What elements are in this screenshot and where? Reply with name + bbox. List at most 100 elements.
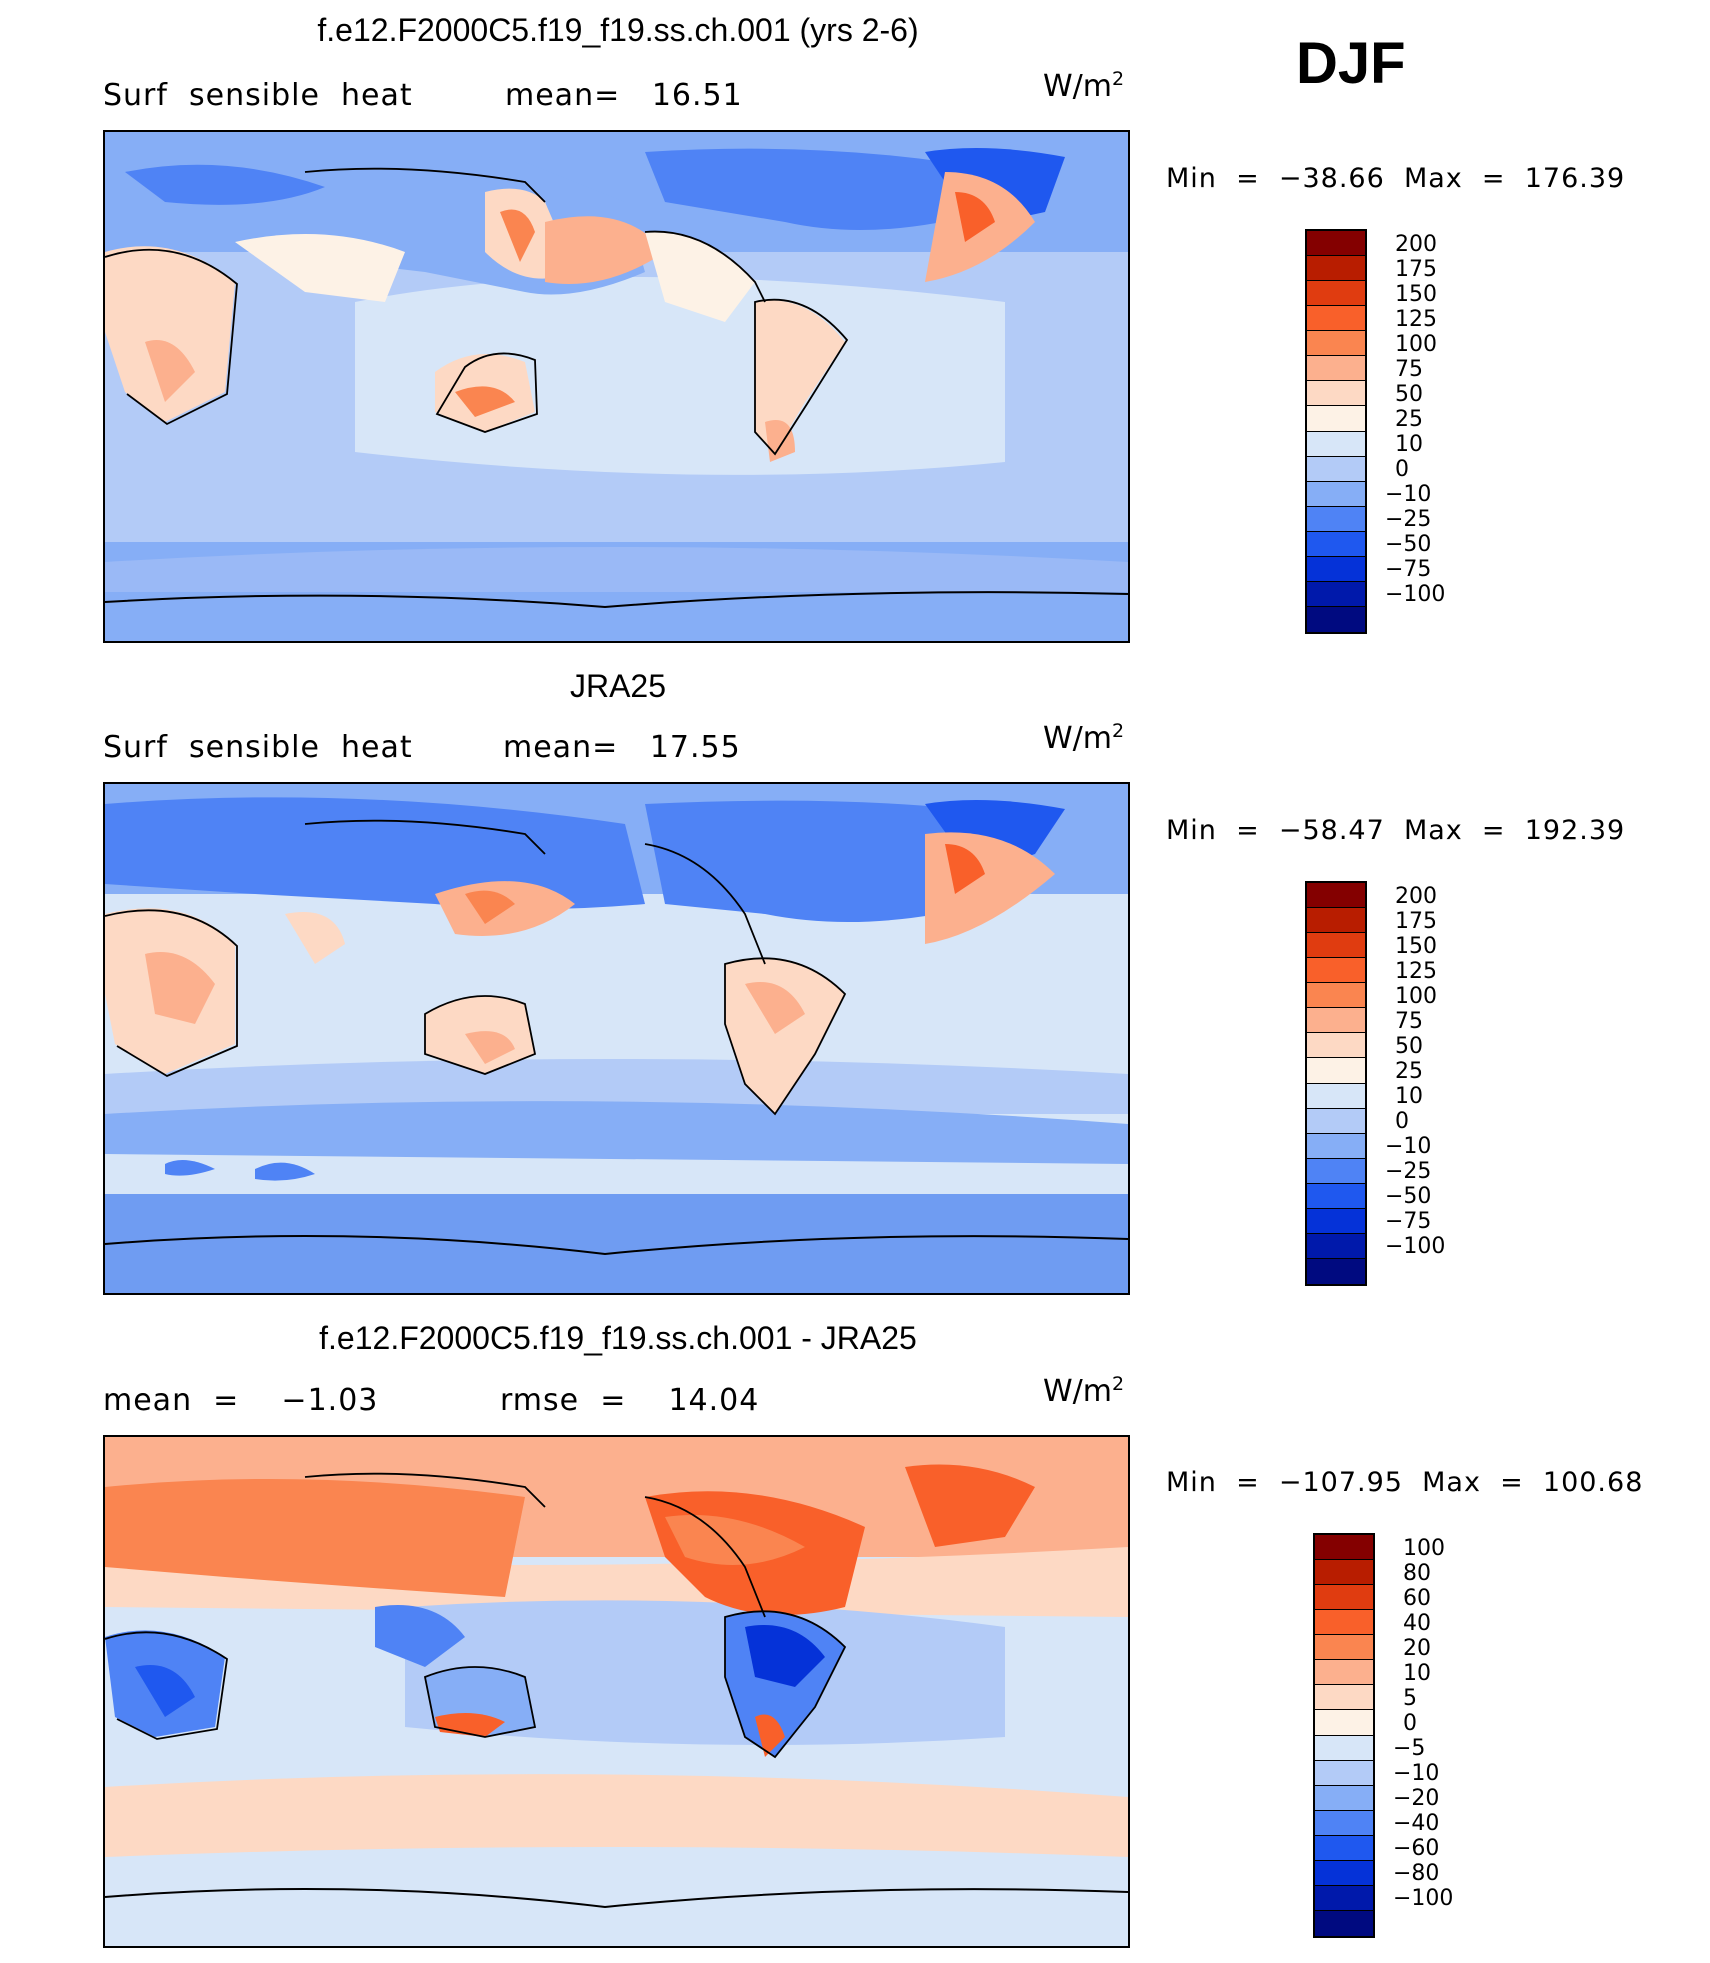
colorbar-swatch <box>1307 531 1365 557</box>
colorbar-swatch <box>1307 581 1365 607</box>
colorbar-tick-label: 50 <box>1395 1033 1423 1059</box>
colorbar-swatch <box>1307 983 1365 1009</box>
panel-3-colorbar-labels: 100 80 60 40 20 10 5 0 −5 −10 −20 −40 −60 −80 −100 <box>1393 1533 1493 1938</box>
colorbar-swatch <box>1307 1133 1365 1159</box>
colorbar-tick-label: 80 <box>1403 1560 1431 1586</box>
colorbar-tick-label: 0 <box>1395 457 1409 483</box>
colorbar-tick-label: −5 <box>1393 1736 1426 1762</box>
colorbar-swatch <box>1315 1785 1373 1811</box>
colorbar-swatch <box>1307 908 1365 934</box>
colorbar-swatch <box>1307 1158 1365 1184</box>
panel-1-colorbar <box>1305 229 1367 634</box>
colorbar-swatch <box>1315 1860 1373 1886</box>
colorbar-tick-label: −50 <box>1385 532 1432 558</box>
panel-1-colorbar-labels: 200 175 150 125 100 75 50 25 10 0 −10 −25 −50 −75 −100 <box>1385 229 1485 634</box>
colorbar-tick-label: 125 <box>1395 306 1437 332</box>
colorbar-swatch <box>1307 231 1365 257</box>
panel-2-units: W/m2 <box>1043 720 1125 756</box>
panel-1-minmax: Min = −38.66 Max = 176.39 <box>1166 163 1626 194</box>
colorbar-swatch <box>1307 481 1365 507</box>
colorbar-tick-label: −25 <box>1385 507 1432 533</box>
colorbar-tick-label: 10 <box>1403 1660 1431 1686</box>
colorbar-swatch <box>1315 1835 1373 1861</box>
colorbar-swatch <box>1307 431 1365 457</box>
colorbar-tick-label: −75 <box>1385 1209 1432 1235</box>
panel-3-mean-label: mean = −1.03 <box>103 1383 379 1418</box>
colorbar-tick-label: 100 <box>1403 1535 1445 1561</box>
colorbar-swatch <box>1315 1535 1373 1561</box>
colorbar-swatch <box>1307 381 1365 407</box>
colorbar-tick-label: 175 <box>1395 256 1437 282</box>
panel-3-rmse-label: rmse = 14.04 <box>500 1383 760 1418</box>
colorbar-tick-label: 10 <box>1395 432 1423 458</box>
colorbar-tick-label: −40 <box>1393 1811 1440 1837</box>
colorbar-tick-label: 200 <box>1395 231 1437 257</box>
panel-1-variable-label: Surf sensible heat <box>103 78 413 113</box>
colorbar-swatch <box>1307 356 1365 382</box>
colorbar-tick-label: −75 <box>1385 557 1432 583</box>
colorbar-swatch <box>1315 1885 1373 1911</box>
colorbar-tick-label: 75 <box>1395 1008 1423 1034</box>
colorbar-swatch <box>1307 1058 1365 1084</box>
panel-3-minmax: Min = −107.95 Max = 100.68 <box>1166 1467 1644 1498</box>
colorbar-swatch <box>1307 1083 1365 1109</box>
colorbar-swatch <box>1307 883 1365 909</box>
colorbar-tick-label: −100 <box>1393 1886 1454 1912</box>
colorbar-swatch <box>1315 1635 1373 1661</box>
panel-2-title: JRA25 <box>569 668 667 704</box>
colorbar-tick-label: −60 <box>1393 1836 1440 1862</box>
colorbar-tick-label: 125 <box>1395 958 1437 984</box>
colorbar-swatch <box>1315 1685 1373 1711</box>
panel-1-units: W/m2 <box>1043 68 1125 104</box>
colorbar-swatch <box>1307 506 1365 532</box>
colorbar-swatch <box>1307 1033 1365 1059</box>
colorbar-swatch <box>1307 1208 1365 1234</box>
colorbar-tick-label: 0 <box>1395 1109 1409 1135</box>
colorbar-tick-label: −10 <box>1385 1134 1432 1160</box>
colorbar-tick-label: 150 <box>1395 281 1437 307</box>
panel-1-map <box>103 130 1130 643</box>
colorbar-tick-label: 150 <box>1395 933 1437 959</box>
colorbar-tick-label: 75 <box>1395 356 1423 382</box>
colorbar-tick-label: 5 <box>1403 1685 1417 1711</box>
panel-3-colorbar <box>1313 1533 1375 1938</box>
colorbar-tick-label: 10 <box>1395 1084 1423 1110</box>
colorbar-swatch <box>1315 1810 1373 1836</box>
colorbar-tick-label: −25 <box>1385 1159 1432 1185</box>
colorbar-tick-label: 50 <box>1395 381 1423 407</box>
colorbar-tick-label: −100 <box>1385 1234 1446 1260</box>
colorbar-swatch <box>1315 1710 1373 1736</box>
colorbar-swatch <box>1307 406 1365 432</box>
colorbar-tick-label: 0 <box>1403 1710 1417 1736</box>
colorbar-swatch <box>1307 958 1365 984</box>
colorbar-swatch <box>1307 256 1365 282</box>
panel-1-mean-label: mean= 16.51 <box>505 78 743 113</box>
colorbar-tick-label: 100 <box>1395 331 1437 357</box>
panel-2-colorbar-labels: 200 175 150 125 100 75 50 25 10 0 −10 −25 −50 −75 −100 <box>1385 881 1485 1286</box>
colorbar-swatch <box>1307 1258 1365 1284</box>
colorbar-swatch <box>1307 331 1365 357</box>
panel-2-variable-label: Surf sensible heat <box>103 730 413 765</box>
colorbar-swatch <box>1307 1233 1365 1259</box>
colorbar-swatch <box>1307 606 1365 632</box>
panel-1-title: f.e12.F2000C5.f19_f19.ss.ch.001 (yrs 2-6… <box>317 12 919 48</box>
colorbar-swatch <box>1315 1735 1373 1761</box>
panel-3-map <box>103 1435 1130 1948</box>
colorbar-swatch <box>1315 1585 1373 1611</box>
colorbar-swatch <box>1315 1560 1373 1586</box>
colorbar-swatch <box>1307 556 1365 582</box>
colorbar-tick-label: −20 <box>1393 1786 1440 1812</box>
colorbar-tick-label: 200 <box>1395 883 1437 909</box>
colorbar-tick-label: −10 <box>1385 482 1432 508</box>
colorbar-swatch <box>1315 1660 1373 1686</box>
colorbar-tick-label: 100 <box>1395 983 1437 1009</box>
colorbar-swatch <box>1307 306 1365 332</box>
colorbar-tick-label: −10 <box>1393 1761 1440 1787</box>
panel-2-minmax: Min = −58.47 Max = 192.39 <box>1166 815 1626 846</box>
colorbar-tick-label: 60 <box>1403 1585 1431 1611</box>
panel-2-colorbar <box>1305 881 1367 1286</box>
season-label: DJF <box>1296 31 1406 96</box>
colorbar-tick-label: 175 <box>1395 908 1437 934</box>
colorbar-swatch <box>1307 933 1365 959</box>
colorbar-swatch <box>1307 281 1365 307</box>
